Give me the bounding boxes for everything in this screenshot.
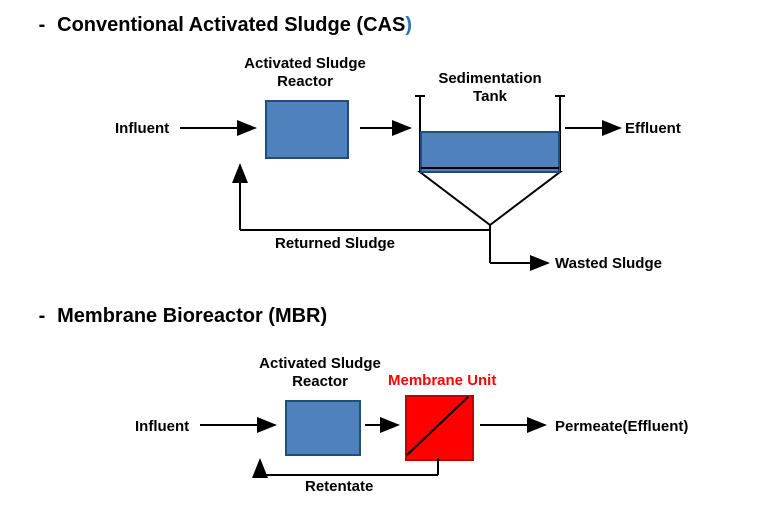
- mbr-svg: [0, 290, 776, 530]
- cas-svg: [0, 0, 776, 290]
